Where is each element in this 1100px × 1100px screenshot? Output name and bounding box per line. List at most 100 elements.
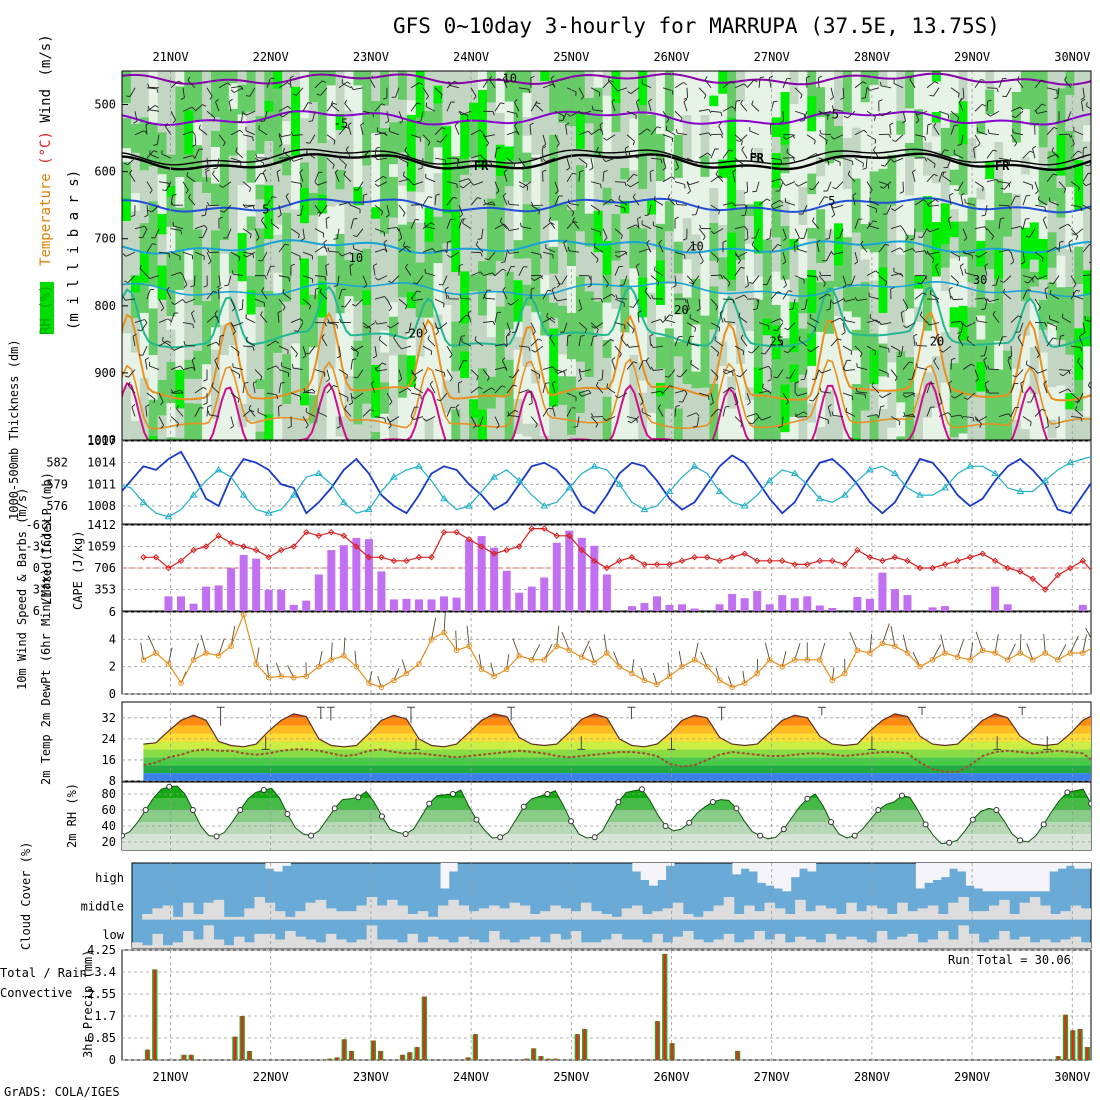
wind-speed-marker — [353, 663, 360, 670]
wind-barb-flag — [981, 214, 986, 217]
rh-cell — [460, 351, 470, 380]
rh-cell — [878, 409, 888, 440]
wind-barb-flag — [278, 404, 283, 407]
wind-barb-flag — [500, 102, 505, 105]
wind-barb-flag — [873, 146, 877, 151]
thickness-marker — [640, 505, 649, 513]
wind-barb — [1003, 275, 1012, 283]
rh-cell — [1047, 324, 1057, 345]
cloud-cell — [550, 905, 561, 920]
wind-barb — [1078, 336, 1084, 347]
wind-barb — [488, 79, 496, 89]
wind-barb-flag — [130, 214, 135, 217]
rh-cell — [923, 88, 933, 144]
wind-barb-flag — [773, 376, 778, 379]
rh-cell — [175, 176, 185, 209]
surface-wind-barbs — [140, 612, 1091, 688]
cloud-cell — [621, 939, 633, 948]
rh-cell — [682, 297, 693, 346]
wind-barb — [170, 195, 173, 206]
wind-barb-flag — [336, 324, 338, 329]
wind-barb — [845, 369, 856, 372]
wind-barb — [777, 337, 784, 347]
rh-cell — [798, 110, 808, 163]
lifted-index-marker — [616, 557, 623, 565]
wind-barb — [216, 158, 220, 169]
wind-barb-flag — [1077, 150, 1082, 154]
wind-barb-flag — [792, 157, 796, 162]
wind-barb — [502, 289, 508, 300]
wind-barb — [973, 148, 976, 159]
wind-barb-flag — [215, 341, 220, 346]
rh-cell — [442, 162, 452, 215]
wind-barb — [641, 411, 652, 417]
rh-cell — [851, 157, 862, 180]
wind-barb-flag — [345, 126, 350, 129]
rh-cell — [122, 118, 132, 150]
rh-cell — [513, 280, 523, 323]
wind-speed-marker — [804, 657, 811, 663]
wind-barb-flag — [666, 119, 670, 124]
rh-cell — [317, 121, 328, 145]
rh-cell — [1056, 340, 1066, 387]
wind-barb-flag — [476, 376, 479, 381]
wind-barb-flag — [479, 271, 484, 276]
rh-cell — [905, 156, 915, 197]
rh-cell — [682, 384, 693, 433]
wind-barb-flag — [480, 154, 484, 159]
cloud-cell — [519, 905, 531, 920]
precip-convective-bar — [423, 996, 426, 1060]
wind-barb-flag — [704, 76, 708, 80]
wind-barb-flag — [528, 402, 533, 406]
cape-bar — [377, 571, 386, 611]
wind-speed-marker — [954, 654, 961, 660]
wind-barb — [804, 369, 808, 380]
wind-barb-flag — [695, 412, 700, 417]
wind-tick-label: 2 — [109, 660, 116, 674]
rh-cell — [700, 387, 710, 401]
wind-barb-flag — [252, 137, 254, 142]
rh-marker — [709, 799, 716, 805]
wind-barb-flag — [398, 378, 402, 382]
wind-barb — [1034, 251, 1044, 259]
thickness-marker — [289, 491, 298, 498]
rh-cell — [237, 427, 248, 440]
wind-barb — [984, 299, 988, 310]
wind-speed-marker — [391, 677, 397, 684]
wind-barb-flag — [648, 98, 653, 102]
wind-barb — [545, 157, 556, 162]
rh-cell — [958, 406, 968, 435]
wind-barb-flag — [966, 335, 969, 341]
wind-barb — [674, 336, 679, 347]
rh-cell — [842, 311, 853, 353]
rh-cell — [202, 414, 212, 440]
wind-barb-flag — [565, 122, 570, 126]
wind-barb-flag — [957, 117, 960, 122]
wind-barb-flag — [1008, 205, 1011, 210]
wind-barb — [755, 181, 760, 192]
wind-barb — [1095, 88, 1100, 95]
wind-barb — [894, 204, 904, 212]
wind-barb-flag — [824, 196, 829, 198]
wind-barb — [977, 131, 988, 136]
wind-barb — [482, 387, 492, 394]
rh-cell — [602, 302, 612, 342]
rh-cell — [807, 131, 817, 175]
wind-barb — [509, 251, 520, 254]
wind-barb — [1027, 275, 1036, 284]
wind-barb — [146, 289, 151, 300]
wind-barb-flag — [255, 153, 258, 158]
wind-barb-flag — [406, 245, 411, 249]
rh-cell — [504, 359, 515, 416]
wind-speed-marker — [641, 677, 648, 684]
wind-barb-flag — [207, 248, 210, 253]
wind-barb — [998, 413, 1009, 417]
wind-barb-flag — [777, 244, 782, 247]
rh-cell — [246, 71, 256, 113]
rh-cell — [914, 409, 924, 428]
wind-barb-flag — [951, 357, 956, 360]
wind-barb — [302, 298, 311, 306]
rh-cell — [495, 144, 506, 177]
rh-cell — [246, 230, 256, 246]
wind-barb-flag — [160, 425, 164, 429]
